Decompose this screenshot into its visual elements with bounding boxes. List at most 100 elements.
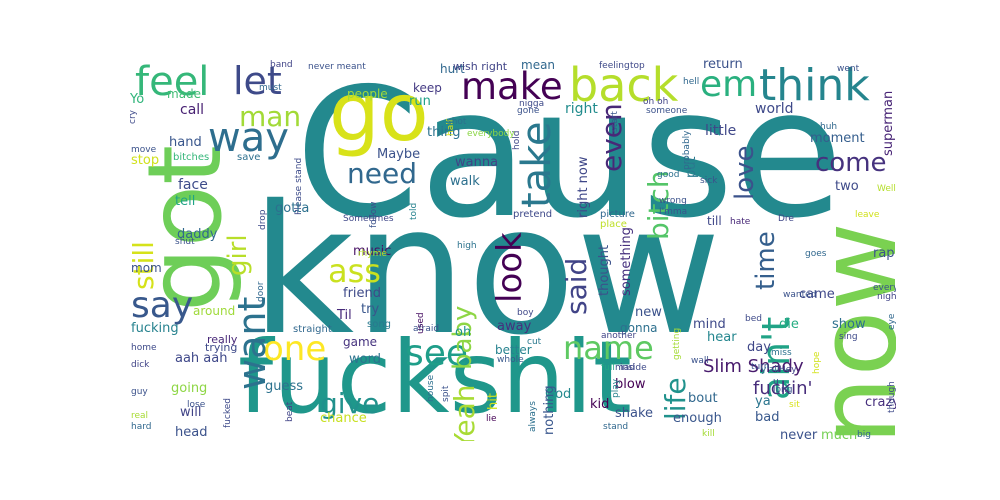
word-cloud-word: inside — [620, 363, 647, 373]
word-cloud-word: move — [131, 145, 157, 155]
word-cloud-word: stand — [603, 422, 629, 432]
word-cloud-word: afraid — [413, 324, 440, 334]
word-cloud-word: long — [773, 385, 793, 395]
word-cloud-word: drop — [258, 209, 268, 230]
word-cloud-word: picture — [600, 209, 635, 220]
word-cloud-word: name — [563, 329, 654, 367]
word-cloud-word: big — [857, 430, 871, 440]
word-cloud-word: y'all — [761, 365, 780, 375]
word-cloud-word: world — [755, 101, 794, 117]
word-cloud-word: Yeah — [448, 384, 481, 441]
word-cloud-word: eye — [887, 313, 896, 330]
word-cloud-word: came — [799, 287, 835, 302]
word-cloud-word: girl — [223, 234, 253, 276]
word-cloud-word: everything — [873, 283, 896, 293]
word-cloud-word: come — [815, 148, 887, 178]
word-cloud-word: way — [208, 115, 289, 161]
word-cloud-word: two — [835, 179, 859, 194]
word-cloud-word: wall — [691, 356, 709, 366]
word-cloud-word: call — [180, 102, 205, 118]
word-cloud-word: bad — [755, 410, 780, 425]
word-cloud-word: nothing — [542, 385, 557, 435]
word-cloud-word: bed — [745, 314, 762, 324]
word-cloud-word: made — [167, 87, 202, 101]
word-cloud-word: told — [409, 202, 419, 220]
word-cloud-word: ya — [755, 394, 771, 409]
word-cloud-word: mad — [615, 363, 635, 373]
word-cloud-word: guess — [265, 379, 304, 394]
word-cloud-word: try — [361, 302, 380, 317]
word-cloud-word: mean — [521, 60, 556, 72]
word-cloud-word: bitches — [173, 152, 210, 163]
word-cloud-word: hard — [131, 422, 152, 432]
word-cloud-word: ass — [328, 252, 381, 290]
word-cloud-word: lie — [486, 414, 497, 424]
word-cloud-word: really — [207, 333, 238, 346]
word-cloud-word: hell — [683, 77, 700, 87]
word-cloud-word: play — [611, 378, 621, 398]
word-cloud-word: walk — [450, 174, 480, 189]
word-cloud-word: everybody — [467, 129, 515, 139]
word-cloud-word: said — [560, 257, 593, 315]
word-cloud-word: full — [601, 363, 615, 373]
word-cloud-word: hope — [812, 351, 822, 374]
word-cloud-word: love — [730, 145, 760, 200]
word-cloud-word: thought — [597, 244, 612, 296]
word-cloud-word: home — [131, 343, 157, 353]
word-cloud-word: return — [703, 60, 743, 72]
word-cloud-word: always — [528, 401, 538, 432]
word-cloud-word: head — [175, 425, 208, 440]
word-cloud-word: start — [610, 111, 620, 132]
word-cloud-word: door — [256, 281, 266, 302]
word-cloud-word: high — [457, 241, 477, 251]
word-cloud-word: never — [780, 428, 818, 441]
word-cloud-word: shot — [447, 117, 467, 127]
word-cloud-word: Sometimes — [343, 214, 394, 224]
word-cloud-word: something — [619, 227, 634, 296]
word-cloud-word: shake — [615, 406, 654, 421]
word-cloud-word: day — [747, 340, 771, 355]
word-cloud-word: hate — [730, 217, 751, 227]
word-cloud-word: fuckshit — [238, 319, 632, 436]
word-cloud-word: whole — [497, 355, 524, 365]
word-cloud-word: I'mma — [659, 207, 688, 217]
word-cloud-word: run — [409, 94, 431, 109]
word-cloud-word: wish right — [453, 60, 508, 73]
word-cloud-word: bout — [688, 391, 718, 406]
word-cloud-word: Well — [877, 184, 896, 194]
word-cloud-word: say — [131, 285, 194, 326]
word-cloud-word: think — [759, 60, 870, 111]
word-cloud-word: spit — [441, 385, 451, 402]
word-cloud-word: stop — [131, 153, 160, 168]
word-cloud-word: music — [353, 244, 392, 259]
word-cloud-word: friend — [343, 286, 382, 301]
word-cloud-word: miss — [771, 348, 792, 358]
word-cloud-word: right now — [576, 156, 591, 218]
word-cloud-word: rap — [873, 246, 895, 261]
word-cloud-word: make — [461, 65, 563, 108]
word-cloud-word: rhyme — [358, 249, 387, 259]
word-cloud-word: goes — [805, 249, 827, 259]
word-cloud-word: song — [367, 319, 392, 330]
word-cloud-word: moment — [810, 131, 865, 146]
word-cloud-word: boy — [517, 308, 534, 318]
word-cloud-word: new — [635, 305, 662, 320]
word-cloud-word: follow — [369, 201, 379, 228]
word-cloud-word: em — [700, 64, 758, 105]
word-cloud-word: Til — [337, 308, 352, 323]
word-cloud-word: beat — [285, 401, 295, 422]
word-cloud-word: one — [263, 329, 327, 369]
word-cloud-word: Cause — [295, 60, 844, 257]
word-cloud-word: away — [497, 319, 532, 334]
word-cloud-word: want — [230, 296, 274, 390]
word-cloud-word: band — [270, 60, 293, 70]
word-cloud-word: getting — [672, 327, 682, 360]
word-cloud-word: never meant — [308, 62, 366, 72]
word-cloud-word: someone — [646, 106, 688, 116]
word-cloud-word: Yo — [130, 92, 145, 107]
word-cloud-word: straight — [293, 324, 332, 335]
word-cloud-word: oh — [455, 325, 472, 340]
word-cloud-word: hear — [707, 330, 737, 345]
word-cloud-word: Hey — [779, 365, 797, 375]
